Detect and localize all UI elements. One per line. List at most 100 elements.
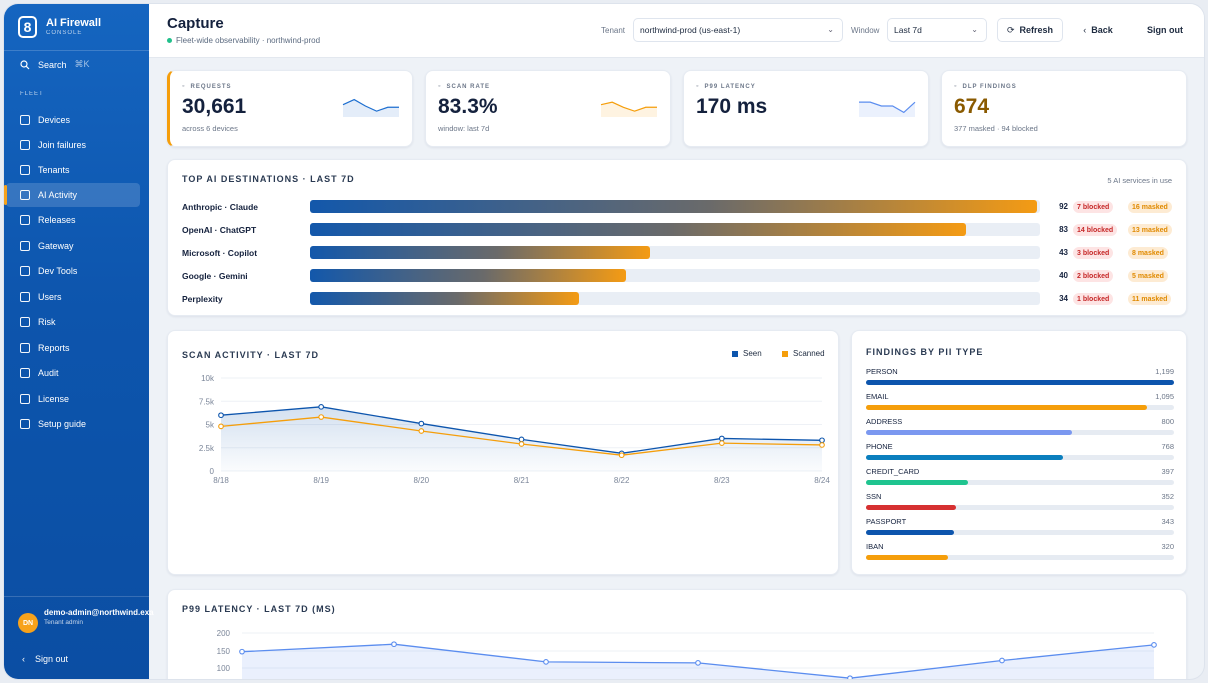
data-point[interactable] — [718, 435, 725, 442]
kpi-label: ◦ DLP FINDINGS — [954, 83, 1017, 90]
data-point[interactable] — [819, 437, 825, 444]
x-tick-label: 8/24 — [814, 476, 830, 485]
destination-name: Google · Gemini — [182, 271, 248, 281]
sidebar-item-dev-tools[interactable]: Dev Tools — [6, 259, 140, 283]
user-name: demo-admin@northwind.example — [44, 608, 154, 617]
window-value: Last 7d — [894, 25, 922, 35]
header-signout-button[interactable]: Sign out — [1135, 18, 1195, 42]
kpi-value: 30,661 — [182, 95, 247, 118]
sidebar-item-setup-guide[interactable]: Setup guide — [6, 412, 140, 436]
app-subtitle: CONSOLE — [46, 29, 83, 36]
pii-bar-track — [866, 430, 1174, 435]
pii-bar-track — [866, 405, 1174, 410]
pii-type-count: 1,199 — [1155, 367, 1174, 376]
sidebar-item-label: Setup guide — [38, 419, 87, 429]
data-point[interactable] — [518, 441, 525, 447]
scan-activity-chart: 0 2.5k 5k 7.5k 10k 8/18 8/19 8/20 8/21 8/22 8/23 8/… — [199, 374, 830, 485]
sidebar-item-license[interactable]: License — [6, 387, 140, 411]
masked-badge: 5 masked — [1128, 270, 1168, 282]
latency-card: P99 LATENCY · LAST 7D (MS) 100 150 200 — [167, 589, 1187, 679]
sidebar-divider — [4, 50, 149, 51]
data-point[interactable] — [218, 412, 224, 419]
server-icon — [20, 241, 30, 251]
blocked-badge: 2 blocked — [1073, 270, 1114, 282]
window-label: Window — [851, 26, 880, 35]
pii-type-name: SSN — [866, 492, 882, 501]
pii-bar — [866, 555, 949, 560]
data-point[interactable] — [239, 648, 245, 655]
sidebar-item-risk[interactable]: Risk — [6, 310, 140, 334]
sidebar-item-tenants[interactable]: Tenants — [6, 158, 140, 182]
pii-row: PHONE 768 — [866, 442, 1174, 462]
destination-bar — [310, 246, 650, 259]
sidebar-item-releases[interactable]: Releases — [6, 208, 140, 232]
sidebar-item-reports[interactable]: Reports — [6, 336, 140, 360]
data-point[interactable] — [418, 428, 425, 434]
blocked-badge: 7 blocked — [1073, 201, 1114, 213]
refresh-button[interactable]: ⟳ Refresh — [997, 18, 1063, 42]
data-point[interactable] — [318, 414, 325, 420]
sidebar-item-gateway[interactable]: Gateway — [6, 234, 140, 258]
kpi-label: ◦ REQUESTS — [182, 83, 232, 90]
data-point[interactable] — [847, 675, 853, 679]
destinations-summary: 5 AI services in use — [1107, 176, 1172, 185]
pii-findings-card: FINDINGS BY PII TYPE PERSON 1,199 EMAIL 1,0… — [851, 330, 1187, 575]
header-signout-label: Sign out — [1147, 25, 1183, 35]
sidebar-search[interactable]: Search ⌘K — [20, 59, 90, 70]
lock-icon — [20, 394, 30, 404]
destination-count: 43 — [1059, 248, 1068, 257]
data-point[interactable] — [218, 423, 224, 430]
back-button[interactable]: ‹ Back — [1073, 18, 1123, 42]
sidebar-item-label: Risk — [38, 317, 56, 327]
tenant-select[interactable]: northwind-prod (us-east-1) ⌄ — [633, 18, 843, 42]
x-tick-label: 8/18 — [213, 476, 229, 485]
sidebar-item-devices[interactable]: Devices — [6, 108, 140, 132]
data-point[interactable] — [618, 452, 625, 459]
sidebar-section-label: FLEET — [20, 91, 44, 97]
pii-type-name: PERSON — [866, 367, 898, 376]
sidebar-signout-button[interactable]: ‹ Sign out — [22, 654, 68, 664]
sidebar-item-label: AI Activity — [38, 190, 78, 200]
pii-type-count: 343 — [1161, 517, 1174, 526]
pii-type-count: 320 — [1161, 542, 1174, 551]
data-point[interactable] — [999, 657, 1005, 664]
data-point[interactable] — [318, 403, 325, 410]
x-tick-label: 8/22 — [614, 476, 630, 485]
kpi-sparkline — [600, 101, 657, 117]
sidebar-item-label: Devices — [38, 115, 71, 125]
sidebar-item-label: License — [38, 394, 70, 404]
brand[interactable]: 8 AI Firewall CONSOLE — [18, 16, 101, 38]
kpi-label-text: P99 LATENCY — [704, 83, 756, 90]
sidebar-item-label: Dev Tools — [38, 266, 78, 276]
top-destinations-card: TOP AI DESTINATIONS · LAST 7D 5 AI servi… — [167, 159, 1187, 316]
page-subtitle: Fleet-wide observability · northwind-pro… — [167, 36, 320, 45]
avatar: DN — [18, 613, 38, 633]
window-select[interactable]: Last 7d ⌄ — [887, 18, 987, 42]
pii-bar — [866, 530, 955, 535]
data-point[interactable] — [543, 659, 549, 665]
kpi-card-p99-latency: ◦ P99 LATENCY 170 ms — [683, 70, 929, 147]
data-point[interactable] — [518, 436, 525, 443]
data-point[interactable] — [695, 660, 701, 666]
data-point[interactable] — [1151, 642, 1157, 648]
kpi-value: 674 — [954, 95, 990, 118]
sidebar-item-audit[interactable]: Audit — [6, 361, 140, 385]
y-tick-label: 0 — [210, 467, 215, 476]
data-point[interactable] — [391, 641, 397, 648]
check-icon: ◦ — [954, 83, 958, 90]
sparkline-area — [859, 102, 915, 117]
data-point[interactable] — [718, 440, 725, 446]
terminal-icon — [20, 266, 30, 276]
kpi-sparkline — [859, 101, 916, 117]
signout-label: Sign out — [35, 654, 69, 664]
sidebar-item-join-failures[interactable]: Join failures — [6, 133, 140, 157]
data-point[interactable] — [418, 420, 425, 427]
destination-count: 40 — [1059, 271, 1068, 280]
legend-seen-label: Seen — [743, 349, 762, 358]
data-point[interactable] — [819, 442, 825, 448]
pii-type-count: 397 — [1161, 467, 1174, 476]
sparkline-line — [342, 98, 399, 112]
user-profile[interactable]: DN demo-admin@northwind.example Tenant a… — [18, 608, 154, 633]
sidebar-item-ai-activity[interactable]: AI Activity — [4, 183, 140, 207]
sidebar-item-users[interactable]: Users — [6, 285, 140, 309]
